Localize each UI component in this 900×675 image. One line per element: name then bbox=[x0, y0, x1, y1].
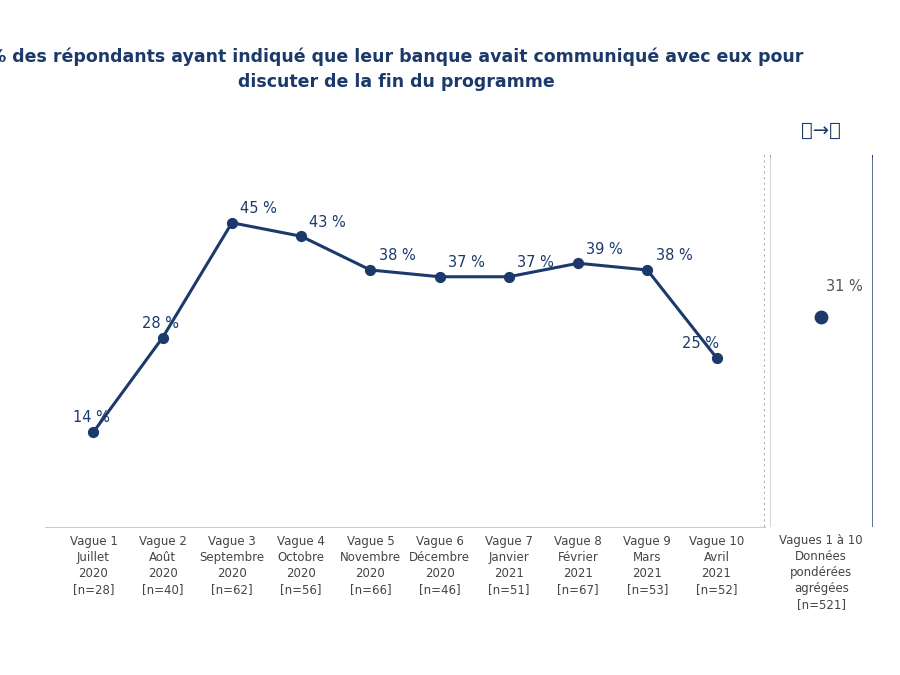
Text: 37 %: 37 % bbox=[518, 255, 554, 270]
Point bbox=[814, 312, 828, 323]
Text: 🏛→👤: 🏛→👤 bbox=[801, 122, 842, 140]
Text: 28 %: 28 % bbox=[142, 316, 179, 331]
Point bbox=[86, 427, 101, 437]
Point bbox=[364, 265, 378, 275]
Point bbox=[294, 231, 309, 242]
Point bbox=[156, 332, 170, 343]
Text: 37 %: 37 % bbox=[448, 255, 485, 270]
Text: 38 %: 38 % bbox=[655, 248, 692, 263]
Text: Vagues 1 à 10
Données
pondérées
agrégées
[n=521]: Vagues 1 à 10 Données pondérées agrégées… bbox=[779, 534, 863, 611]
Text: 38 %: 38 % bbox=[379, 248, 416, 263]
Text: 39 %: 39 % bbox=[587, 242, 623, 256]
Text: 43 %: 43 % bbox=[310, 215, 346, 230]
Point bbox=[432, 271, 446, 282]
Point bbox=[571, 258, 585, 269]
Text: 31 %: 31 % bbox=[826, 279, 863, 294]
Point bbox=[709, 352, 724, 363]
Point bbox=[225, 217, 239, 228]
Point bbox=[640, 265, 654, 275]
FancyBboxPatch shape bbox=[769, 144, 874, 545]
Text: 25 %: 25 % bbox=[682, 336, 719, 351]
Text: 45 %: 45 % bbox=[240, 201, 277, 216]
Text: % des répondants ayant indiqué que leur banque avait communiqué avec eux pour
di: % des répondants ayant indiqué que leur … bbox=[0, 47, 803, 90]
Text: 14 %: 14 % bbox=[73, 410, 110, 425]
Point bbox=[501, 271, 516, 282]
